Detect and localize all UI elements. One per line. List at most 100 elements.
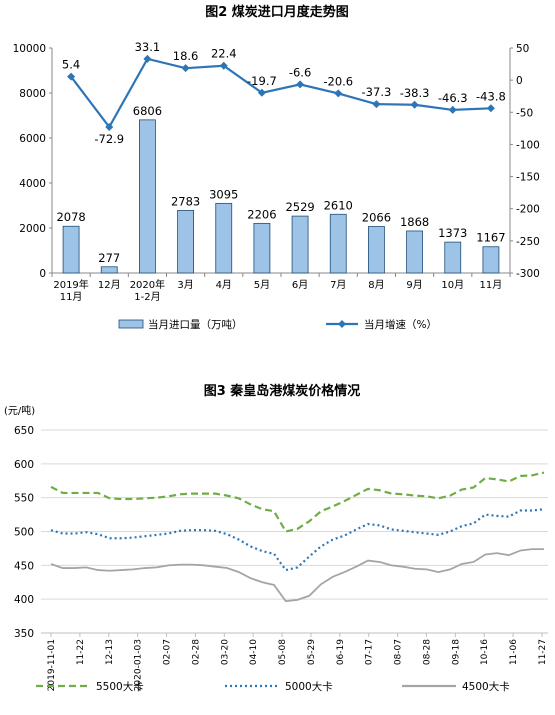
right-tick-label: -100 bbox=[516, 139, 540, 151]
growth-value-label: -43.8 bbox=[476, 89, 506, 103]
x-tick-label: 02-28 bbox=[191, 639, 201, 665]
x-category-label: 11月 bbox=[480, 279, 503, 291]
coal-price-chart: 图3 秦皇岛港煤炭价格情况 (元/吨) 350 400 450 500 550 600 65… bbox=[4, 383, 548, 693]
growth-value-label: 5.4 bbox=[62, 58, 80, 72]
legend-swatch-imports bbox=[118, 319, 144, 329]
price-line-5500大卡 bbox=[50, 471, 545, 533]
growth-marker bbox=[334, 89, 343, 98]
x-category-label: 2019年 bbox=[53, 278, 88, 291]
x-tick-label: 12-13 bbox=[105, 639, 115, 665]
growth-marker bbox=[296, 80, 305, 89]
x-tick-label: 11-27 bbox=[538, 639, 548, 665]
growth-marker bbox=[372, 100, 381, 109]
x-tick-label: 2020-01-03 bbox=[134, 639, 144, 691]
legend-label: 5000大卡 bbox=[285, 680, 333, 693]
x-category-label: 11月 bbox=[60, 291, 83, 303]
import-bar bbox=[329, 213, 347, 274]
x-category-label: 9月 bbox=[406, 279, 422, 291]
growth-value-label: -20.6 bbox=[323, 74, 353, 88]
growth-value-label: -37.3 bbox=[362, 85, 392, 99]
import-value-label: 1373 bbox=[438, 226, 467, 240]
import-value-label: 2066 bbox=[362, 211, 391, 225]
x-tick-label: 08-07 bbox=[394, 639, 404, 665]
x-category-label: 8月 bbox=[368, 279, 384, 291]
price-line-4500大卡 bbox=[50, 548, 544, 603]
legend-label: 5500大卡 bbox=[96, 680, 144, 693]
x-tick-label: 09-18 bbox=[451, 639, 461, 665]
legend-label-imports: 当月进口量（万吨） bbox=[148, 318, 243, 331]
right-tick-label: -50 bbox=[516, 107, 533, 119]
x-tick-label: 11-22 bbox=[76, 639, 86, 665]
import-value-label: 2078 bbox=[56, 210, 85, 224]
y-tick-label: 500 bbox=[14, 527, 34, 539]
x-tick-label: 2019-11-01 bbox=[47, 639, 57, 691]
chart1-title: 图2 煤炭进口月度走势图 bbox=[205, 4, 349, 20]
legend-label: 4500大卡 bbox=[462, 680, 510, 693]
coal-import-chart: 图2 煤炭进口月度走势图 0 2000 4000 6000 8000 10000 50 0 -5… bbox=[13, 4, 540, 331]
growth-value-label: 18.6 bbox=[173, 49, 199, 63]
import-bar bbox=[253, 222, 271, 274]
import-bar bbox=[291, 215, 309, 274]
x-category-label: 10月 bbox=[441, 279, 464, 291]
x-tick-label: 08-28 bbox=[422, 639, 432, 665]
chart2-title: 图3 秦皇岛港煤炭价格情况 bbox=[204, 383, 361, 399]
growth-marker bbox=[181, 64, 190, 73]
x-category-label: 6月 bbox=[292, 279, 308, 291]
growth-value-label: 22.4 bbox=[211, 47, 237, 61]
y-tick-label: 350 bbox=[14, 628, 34, 640]
x-tick-label: 07-17 bbox=[365, 639, 375, 665]
growth-marker bbox=[257, 88, 266, 97]
growth-value-label: -19.7 bbox=[247, 74, 277, 88]
growth-marker bbox=[410, 100, 419, 109]
growth-marker bbox=[448, 105, 457, 114]
right-tick-label: 0 bbox=[516, 75, 523, 87]
left-tick-label: 2000 bbox=[19, 223, 46, 235]
right-tick-label: -300 bbox=[516, 268, 540, 280]
import-value-label: 277 bbox=[98, 251, 120, 265]
import-value-label: 2610 bbox=[324, 198, 353, 212]
x-category-label: 4月 bbox=[216, 279, 232, 291]
x-tick-label: 02-07 bbox=[163, 639, 173, 665]
x-tick-label: 06-19 bbox=[336, 639, 346, 665]
y-tick-label: 400 bbox=[14, 594, 34, 606]
legend-marker-growth bbox=[338, 320, 346, 328]
import-value-label: 3095 bbox=[209, 187, 238, 201]
growth-line bbox=[70, 57, 491, 130]
import-bar bbox=[215, 202, 233, 274]
x-category-label: 2020年 bbox=[130, 278, 165, 291]
growth-value-label: 33.1 bbox=[135, 40, 161, 54]
import-value-label: 1868 bbox=[400, 215, 429, 229]
y-tick-label: 650 bbox=[14, 425, 34, 437]
import-value-label: 2529 bbox=[285, 200, 314, 214]
x-tick-label: 11-06 bbox=[509, 639, 519, 665]
import-bar bbox=[444, 241, 462, 274]
x-category-label: 12月 bbox=[98, 279, 121, 291]
right-tick-label: -200 bbox=[516, 204, 540, 216]
y-tick-label: 450 bbox=[14, 560, 34, 572]
right-tick-label: -250 bbox=[516, 236, 540, 248]
growth-marker bbox=[219, 61, 228, 70]
import-bar bbox=[177, 209, 194, 274]
chart2-unit-label: (元/吨) bbox=[4, 404, 35, 417]
growth-marker bbox=[105, 123, 114, 132]
import-value-label: 1167 bbox=[476, 231, 505, 245]
left-tick-label: 8000 bbox=[19, 88, 46, 100]
import-value-label: 2206 bbox=[247, 207, 276, 221]
x-tick-label: 03-20 bbox=[220, 639, 230, 665]
left-tick-label: 6000 bbox=[19, 133, 46, 145]
growth-marker bbox=[67, 72, 76, 81]
import-bar bbox=[100, 266, 118, 274]
x-tick-label: 04-10 bbox=[249, 639, 259, 665]
growth-value-label: -72.9 bbox=[94, 132, 124, 146]
left-tick-label: 10000 bbox=[13, 43, 46, 55]
x-category-label: 1-2月 bbox=[134, 291, 160, 303]
growth-value-label: -6.6 bbox=[289, 65, 311, 79]
import-bar bbox=[139, 119, 156, 274]
y-tick-label: 550 bbox=[14, 493, 34, 505]
right-tick-label: -150 bbox=[516, 172, 540, 184]
growth-marker bbox=[486, 104, 495, 113]
x-category-label: 7月 bbox=[330, 279, 346, 291]
x-tick-label: 05-08 bbox=[278, 639, 288, 665]
growth-value-label: -46.3 bbox=[438, 91, 468, 105]
y-tick-label: 600 bbox=[14, 459, 34, 471]
